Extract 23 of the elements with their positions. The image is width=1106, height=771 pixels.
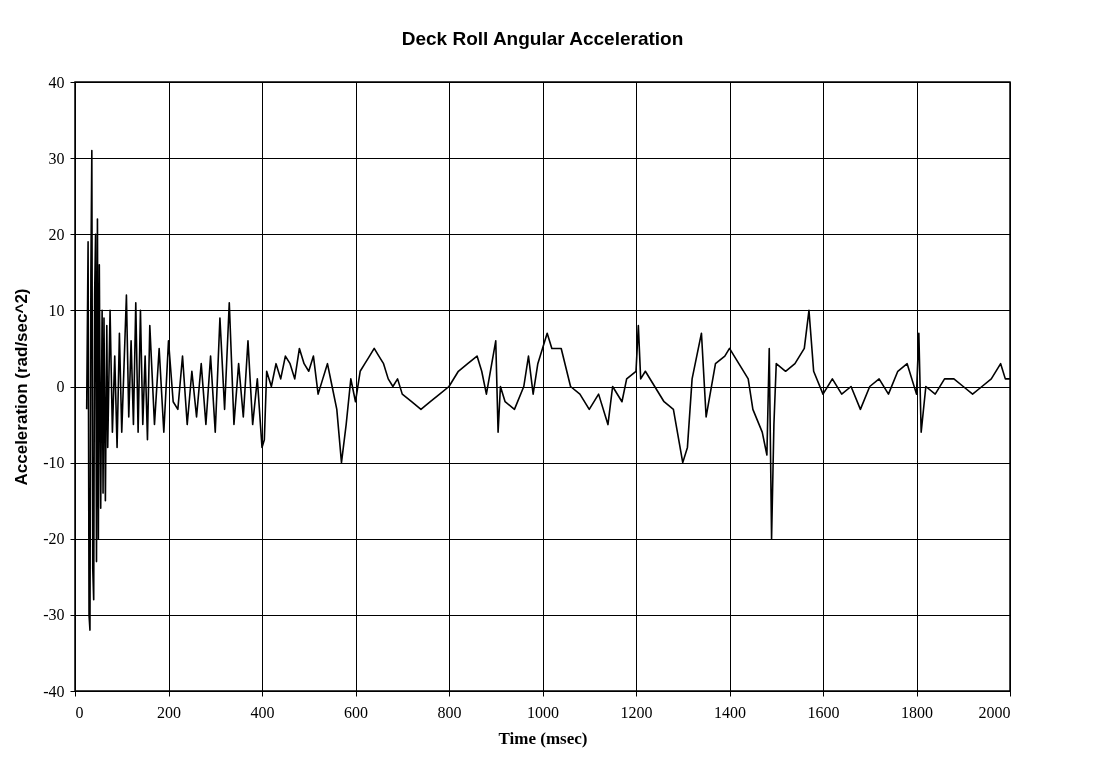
x-tick-label: 1600	[807, 703, 840, 721]
y-tick-label: -30	[43, 606, 65, 624]
x-tick-label: 400	[250, 703, 275, 721]
x-tick-label: 1400	[714, 703, 746, 721]
y-tick-label: 10	[48, 301, 65, 319]
x-tick-label: 800	[437, 703, 462, 721]
y-tick-label: -20	[43, 530, 65, 548]
x-tick-label: 0	[75, 703, 84, 721]
y-tick-label: -10	[43, 454, 65, 472]
x-axis-title: Time (msec)	[498, 728, 588, 748]
x-tick-label: 2000	[978, 703, 1011, 721]
x-tick-label: 200	[157, 703, 181, 721]
x-tick-label: 600	[344, 703, 368, 721]
x-tick-label: 1000	[527, 703, 559, 721]
y-tick-label: 40	[48, 73, 65, 91]
y-axis-title: Acceleration (rad/sec^2)	[12, 288, 32, 486]
y-tick-label: 0	[56, 378, 65, 395]
chart-title: Deck Roll Angular Acceleration	[401, 28, 684, 49]
y-tick-label: 30	[48, 149, 65, 167]
y-tick-label: -40	[43, 682, 65, 700]
y-tick-label: 20	[48, 225, 65, 243]
x-tick-label: 1800	[901, 703, 933, 721]
x-tick-label: 1200	[620, 703, 653, 721]
